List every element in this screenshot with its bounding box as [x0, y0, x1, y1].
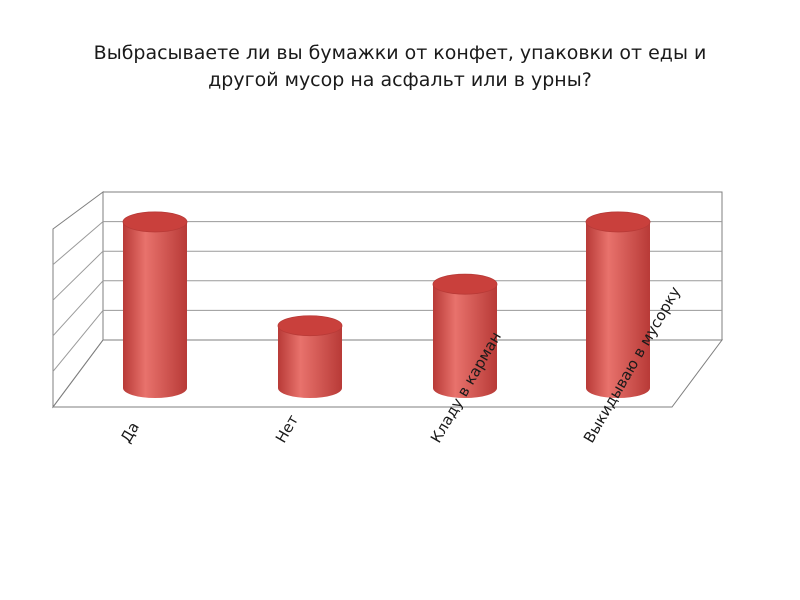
chart-title: Выбрасываете ли вы бумажки от конфет, уп… — [0, 40, 800, 94]
side-wall — [52, 191, 104, 409]
bar-2 — [277, 315, 343, 398]
bar-top — [585, 211, 651, 233]
bar-4 — [585, 211, 651, 398]
bar-body — [278, 325, 342, 398]
category-label: Да — [117, 419, 143, 446]
chart-title-line-2: другой мусор на асфальт или в урны? — [208, 69, 592, 91]
floor — [52, 339, 723, 408]
bar-body — [433, 284, 497, 398]
bar-body — [586, 221, 650, 398]
bar-top — [277, 315, 343, 337]
bar-top — [122, 211, 188, 233]
chart-frame — [52, 191, 723, 409]
side-gridline — [52, 310, 104, 372]
side-gridline — [52, 250, 104, 301]
bar-1 — [122, 211, 188, 398]
side-gridline — [52, 221, 104, 265]
bar-body — [123, 221, 187, 398]
bar-3 — [432, 273, 498, 398]
chart-title-line-1: Выбрасываете ли вы бумажки от конфет, уп… — [93, 42, 707, 64]
side-gridline — [52, 280, 104, 337]
category-label: Нет — [272, 411, 302, 446]
bars — [122, 211, 651, 398]
bar-top — [432, 273, 498, 295]
